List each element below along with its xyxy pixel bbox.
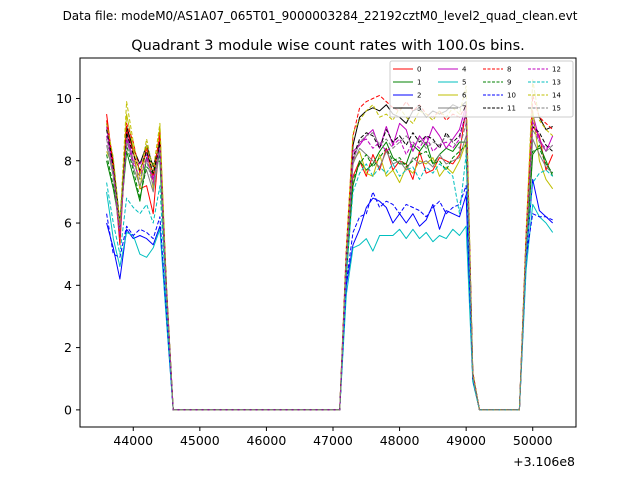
x-tick-label: 49000 (446, 433, 486, 448)
legend-label-15: 15 (552, 105, 561, 113)
axes-frame (79, 57, 577, 428)
x-tick-label: 48000 (380, 433, 420, 448)
legend-label-4: 4 (462, 66, 467, 74)
x-offset-label: +3.106e8 (513, 454, 575, 469)
legend-label-0: 0 (417, 66, 421, 74)
y-tick-label: 8 (64, 153, 72, 168)
x-tick-label: 46000 (247, 433, 287, 448)
y-tick-label: 10 (56, 91, 72, 106)
legend-frame (389, 60, 574, 118)
legend-label-8: 8 (507, 66, 511, 74)
legend-label-9: 9 (507, 79, 511, 87)
x-tick-label: 44000 (113, 433, 153, 448)
legend-label-5: 5 (462, 79, 466, 87)
chart-title: Quadrant 3 module wise count rates with … (131, 38, 525, 54)
series-layer (106, 79, 554, 411)
y-axis: 0 2 4 6 8 10 (56, 91, 80, 417)
legend-label-3: 3 (417, 105, 421, 113)
legend-label-10: 10 (507, 92, 516, 100)
plot-area: 44000 45000 46000 47000 48000 49000 50000 0 2 4 6… (56, 57, 577, 469)
x-tick-label: 50000 (513, 433, 553, 448)
legend-label-13: 13 (552, 79, 561, 87)
legend-label-2: 2 (417, 92, 421, 100)
y-tick-label: 0 (64, 402, 72, 417)
y-tick-label: 4 (64, 278, 72, 293)
legend-label-14: 14 (552, 92, 561, 100)
x-axis: 44000 45000 46000 47000 48000 49000 50000 (113, 427, 553, 448)
y-tick-label: 6 (64, 216, 72, 231)
y-tick-label: 2 (64, 340, 72, 355)
legend-label-1: 1 (417, 79, 421, 87)
figure-suptitle: Data file: modeM0/AS1A07_065T01_90000032… (63, 9, 578, 23)
legend-label-6: 6 (462, 92, 467, 100)
series-line-15 (106, 122, 554, 411)
legend-label-12: 12 (552, 66, 561, 74)
legend-label-7: 7 (462, 105, 466, 113)
x-tick-label: 47000 (313, 433, 353, 448)
x-tick-label: 45000 (180, 433, 220, 448)
legend-label-11: 11 (507, 105, 516, 113)
